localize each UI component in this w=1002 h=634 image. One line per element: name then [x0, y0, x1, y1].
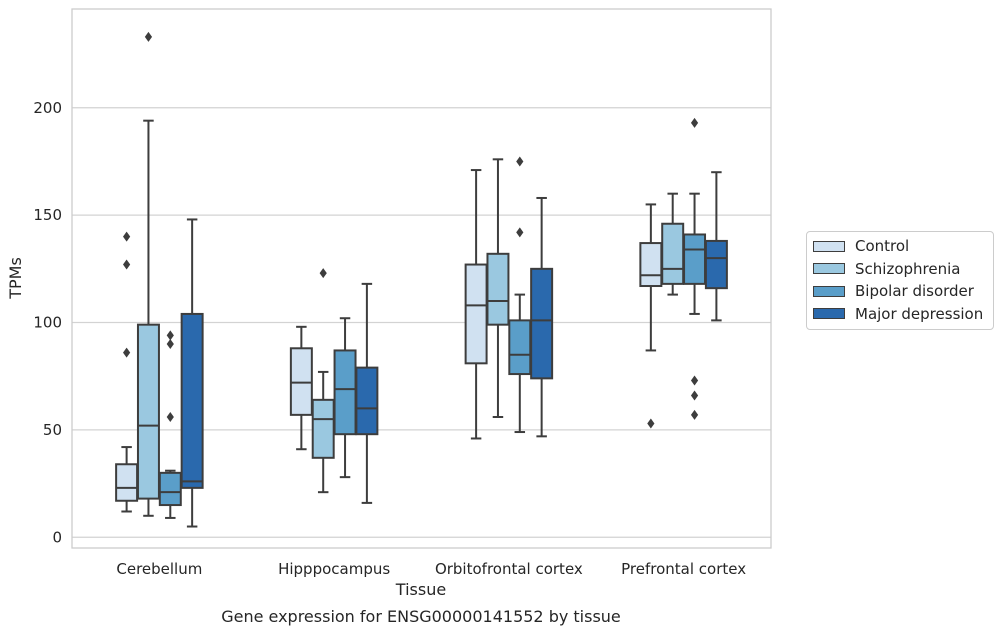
box-series [115, 31, 728, 528]
outlier-point [690, 409, 699, 420]
box-body [158, 471, 182, 507]
box-body [661, 222, 685, 285]
box-major-depression [530, 196, 554, 438]
box-control [289, 325, 313, 451]
box-body [311, 398, 335, 459]
outlier-point [516, 227, 524, 238]
box-major-depression [704, 171, 728, 322]
x-tick-label: Cerebellum [116, 560, 202, 578]
y-tick-labels: 0 50 100 150 200 [33, 99, 62, 546]
legend-swatch [813, 240, 845, 252]
box-bipolar-disorder [683, 117, 707, 420]
plot-frame [71, 8, 772, 549]
legend-swatch [813, 263, 845, 275]
outlier-point [690, 375, 699, 386]
box-schizophrenia [486, 158, 510, 419]
legend-item: Control [807, 235, 993, 258]
box-major-depression [180, 218, 204, 528]
y-tick-label: 200 [33, 99, 62, 117]
x-axis-label: Tissue [395, 580, 446, 599]
box-body [508, 319, 532, 376]
x-tick-labels: Cerebellum Hipppocampus Orbitofrontal cort… [116, 560, 746, 578]
box-control [639, 203, 663, 429]
outlier-point [123, 259, 131, 270]
box-major-depression [355, 282, 379, 504]
box-schizophrenia [136, 31, 160, 517]
box-schizophrenia [311, 268, 335, 494]
y-tick-label: 50 [43, 421, 62, 439]
box-body [180, 312, 204, 489]
legend-swatch [813, 308, 845, 320]
box-control [115, 231, 139, 513]
outlier-point [123, 231, 131, 242]
box-body [704, 239, 728, 290]
box-body [530, 267, 554, 380]
box-body [486, 252, 510, 326]
box-body [136, 323, 160, 500]
outlier-point [123, 347, 131, 358]
box-body [333, 349, 357, 436]
box-body [115, 463, 139, 502]
outlier-point [166, 330, 174, 341]
y-tick-label: 0 [52, 528, 62, 546]
box-schizophrenia [661, 192, 685, 296]
x-tick-label: Hipppocampus [278, 560, 390, 578]
box-body [355, 366, 379, 436]
outlier-point [166, 338, 174, 349]
legend-label: Bipolar disorder [855, 282, 974, 301]
chart-title: Gene expression for ENSG00000141552 by t… [221, 607, 621, 626]
legend: Control Schizophrenia Bipolar disorder Majo… [806, 231, 994, 330]
outlier-point [690, 117, 699, 128]
box-bipolar-disorder [508, 156, 532, 434]
outlier-point [166, 412, 174, 423]
outlier-point [516, 156, 524, 167]
box-body [289, 347, 313, 416]
legend-swatch [813, 285, 845, 297]
legend-label: Major depression [855, 304, 984, 323]
x-tick-label: Orbitofrontal cortex [435, 560, 583, 578]
x-tick-label: Prefrontal cortex [621, 560, 746, 578]
y-tick-label: 100 [33, 314, 62, 332]
box-control [464, 169, 488, 440]
box-bipolar-disorder [158, 330, 182, 519]
outlier-point [319, 268, 327, 279]
outlier-point [647, 418, 655, 429]
y-axis-label: TPMs [6, 257, 25, 300]
legend-label: Schizophrenia [855, 259, 961, 278]
legend-item: Schizophrenia [807, 258, 993, 281]
legend-item: Bipolar disorder [807, 280, 993, 303]
box-body [639, 242, 663, 288]
y-tick-label: 150 [33, 206, 62, 224]
box-body [683, 233, 707, 285]
legend-item: Major depression [807, 303, 993, 326]
legend-label: Control [855, 237, 910, 256]
outlier-point [690, 390, 699, 401]
box-body [464, 263, 488, 365]
outlier-point [144, 31, 153, 42]
